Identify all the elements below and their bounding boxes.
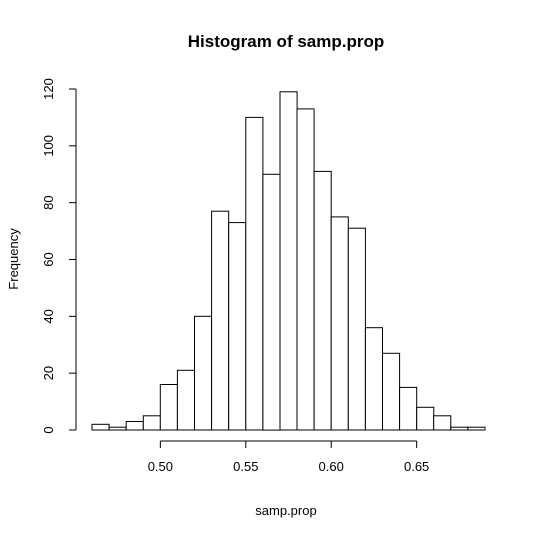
histogram-bar bbox=[108, 426, 127, 431]
histogram-bar bbox=[279, 91, 298, 431]
histogram-bar bbox=[245, 116, 264, 431]
histogram-bar bbox=[91, 423, 110, 431]
y-tick-label: 100 bbox=[41, 135, 56, 157]
histogram-bar bbox=[296, 108, 315, 431]
x-axis: 0.50 0.55 0.60 0.65 bbox=[148, 440, 429, 474]
y-tick-label: 20 bbox=[41, 366, 56, 380]
chart-title: Histogram of samp.prop bbox=[188, 32, 384, 51]
y-axis-label: Frequency bbox=[6, 228, 21, 290]
histogram-bar bbox=[330, 216, 349, 431]
histogram-bar bbox=[125, 421, 144, 431]
histogram-bar bbox=[262, 173, 281, 431]
histogram-bar bbox=[416, 406, 435, 431]
histogram-bar bbox=[159, 384, 178, 431]
histogram-bar bbox=[176, 369, 195, 431]
histogram-bar bbox=[450, 426, 469, 431]
y-tick-label: 0 bbox=[41, 426, 56, 433]
x-tick-label: 0.55 bbox=[233, 459, 258, 474]
y-tick-label: 60 bbox=[41, 252, 56, 266]
histogram-bar bbox=[228, 222, 247, 431]
histogram-bar bbox=[194, 315, 213, 431]
histogram-bar bbox=[433, 415, 452, 431]
x-tick-label: 0.60 bbox=[319, 459, 344, 474]
x-tick-label: 0.65 bbox=[404, 459, 429, 474]
histogram-bars bbox=[91, 91, 486, 431]
histogram-bar bbox=[399, 386, 418, 431]
y-tick-label: 120 bbox=[41, 78, 56, 100]
histogram-bar bbox=[313, 170, 332, 431]
histogram-bar bbox=[382, 352, 401, 431]
x-axis-label: samp.prop bbox=[255, 503, 316, 518]
y-axis: 0 20 40 60 80 100 120 bbox=[41, 78, 77, 434]
x-tick-label: 0.50 bbox=[148, 459, 173, 474]
histogram-bar bbox=[347, 227, 366, 431]
histogram-bar bbox=[364, 327, 383, 431]
histogram-bar bbox=[467, 426, 486, 431]
histogram-bar bbox=[211, 210, 230, 431]
y-tick-label: 40 bbox=[41, 309, 56, 323]
histogram-bar bbox=[142, 415, 161, 431]
y-tick-label: 80 bbox=[41, 195, 56, 209]
